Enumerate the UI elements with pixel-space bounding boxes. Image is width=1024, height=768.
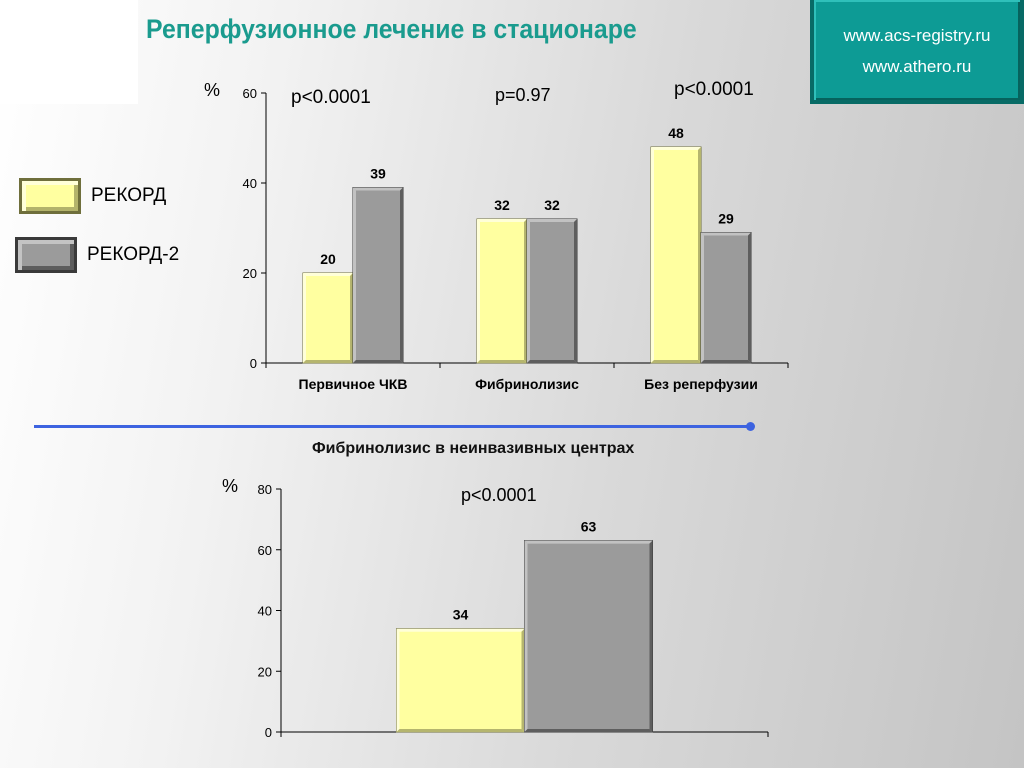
chart2-y-unit-label: % bbox=[222, 476, 239, 496]
chart1-bar-rekord bbox=[650, 146, 702, 364]
page-title: Реперфузионное лечение в стационаре bbox=[146, 14, 637, 44]
legend-label-rekord: РЕКОРД bbox=[91, 185, 167, 206]
chart2-pvalue: p<0.0001 bbox=[461, 485, 537, 505]
chart2-y-tick-label: 60 bbox=[258, 543, 272, 558]
chart1-data-label: 39 bbox=[370, 166, 386, 182]
chart1-category-label: Фибринолизис bbox=[475, 376, 579, 392]
legend-item-rekord: РЕКОРД bbox=[19, 178, 166, 214]
chart2-bar-rekord bbox=[396, 628, 525, 733]
chart1-pvalue-fibrinolysis: p=0.97 bbox=[495, 85, 551, 105]
chart2-bar-rekord-2 bbox=[524, 540, 653, 733]
chart1-bar-rekord-2 bbox=[352, 187, 404, 364]
chart1-category-label: Без реперфузии bbox=[644, 376, 758, 392]
section-divider-dot bbox=[746, 422, 755, 431]
chart1-y-unit-label: % bbox=[204, 80, 221, 100]
chart1-category-label: Первичное ЧКВ bbox=[299, 376, 408, 392]
website-link-athero[interactable]: www.athero.ru bbox=[862, 57, 972, 76]
chart1-bar-rekord bbox=[476, 218, 528, 364]
chart1-data-label: 32 bbox=[544, 197, 560, 213]
chart2-data-label: 34 bbox=[453, 607, 469, 623]
chart2-y-tick-label: 80 bbox=[258, 482, 272, 497]
chart2-y-tick-label: 40 bbox=[258, 604, 272, 619]
chart1-bar-rekord bbox=[302, 272, 354, 364]
legend-swatch-rekord bbox=[19, 178, 81, 214]
legend-item-rekord-2: РЕКОРД-2 bbox=[15, 237, 179, 273]
chart1-y-tick-label: 60 bbox=[243, 86, 257, 101]
chart2-title: Фибринолизис в неинвазивных центрах bbox=[312, 440, 635, 457]
chart1-bar-rekord-2 bbox=[526, 218, 578, 364]
website-links-box: www.acs-registry.ru www.athero.ru bbox=[810, 0, 1024, 104]
chart2-y-tick-label: 0 bbox=[265, 725, 272, 740]
chart1-data-label: 20 bbox=[320, 251, 336, 267]
chart1-data-label: 29 bbox=[718, 211, 734, 227]
chart1-data-label: 32 bbox=[494, 197, 510, 213]
chart2-data-label: 63 bbox=[581, 519, 597, 535]
section-divider-line bbox=[34, 425, 750, 428]
chart1-bar-rekord-2 bbox=[700, 232, 752, 364]
chart1-svg: 0 20 40 60 Первичное ЧКВ 20 39 Фибринолизис 32 32… bbox=[243, 86, 789, 392]
website-link-acs-registry[interactable]: www.acs-registry.ru bbox=[843, 26, 991, 45]
legend-label-rekord-2: РЕКОРД-2 bbox=[87, 244, 180, 265]
chart1-pvalue-pci: p<0.0001 bbox=[291, 87, 371, 108]
title-background bbox=[0, 0, 138, 104]
chart1-y-tick-label: 0 bbox=[250, 356, 257, 371]
chart2-y-tick-label: 20 bbox=[258, 664, 272, 679]
chart1-y-tick-label: 20 bbox=[243, 266, 257, 281]
chart1-data-label: 48 bbox=[668, 125, 684, 141]
chart1-y-tick-label: 40 bbox=[243, 176, 257, 191]
legend-swatch-rekord-2 bbox=[15, 237, 77, 273]
chart1-pvalue-no-reperfusion: p<0.0001 bbox=[674, 79, 754, 100]
